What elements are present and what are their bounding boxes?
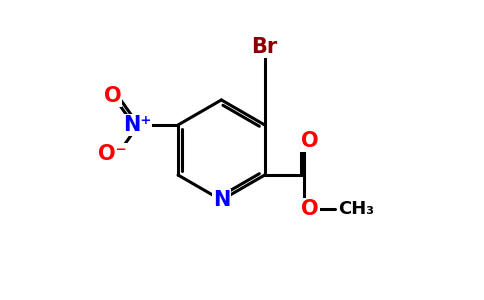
Text: N⁺: N⁺	[122, 115, 151, 135]
Text: O⁻: O⁻	[98, 144, 127, 164]
Text: O: O	[301, 131, 318, 151]
Text: Br: Br	[252, 37, 278, 57]
Text: CH₃: CH₃	[338, 200, 374, 218]
Text: N: N	[212, 190, 230, 210]
Text: O: O	[301, 199, 318, 219]
Text: O: O	[104, 85, 121, 106]
